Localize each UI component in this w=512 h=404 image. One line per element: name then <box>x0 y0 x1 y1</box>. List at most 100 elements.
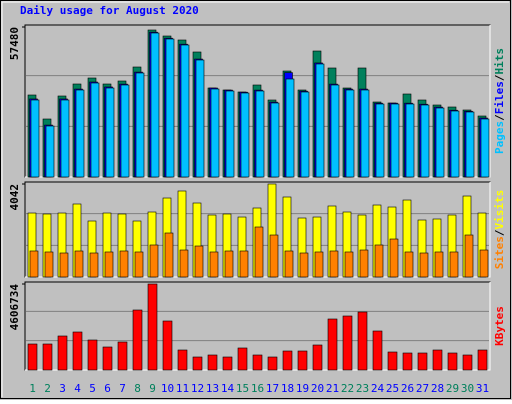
legend-entry: Visits <box>493 190 506 230</box>
bar <box>192 356 203 371</box>
x-tick-label: 8 <box>134 382 141 395</box>
bar <box>432 349 443 371</box>
legend: KBytes <box>493 306 506 346</box>
bar <box>179 249 189 278</box>
bar <box>254 226 264 278</box>
x-tick-label: 25 <box>386 382 399 395</box>
bar <box>330 84 340 178</box>
x-tick-label: 31 <box>476 382 489 395</box>
bar <box>450 110 460 178</box>
bar <box>119 250 129 278</box>
bar <box>135 72 145 178</box>
bar <box>74 250 84 278</box>
bar <box>90 82 100 178</box>
x-tick-label: 23 <box>356 382 369 395</box>
x-tick-label: 26 <box>401 382 414 395</box>
bar <box>120 84 130 178</box>
bar <box>420 104 430 178</box>
bar <box>312 344 323 371</box>
y-tick-label: 57480 <box>8 27 21 60</box>
x-tick-label: 5 <box>89 382 96 395</box>
legend: Pages/Files/Hits <box>493 48 506 154</box>
bar <box>147 283 158 371</box>
bar <box>195 59 205 178</box>
bar <box>267 356 278 371</box>
bar <box>342 315 353 371</box>
bar <box>29 250 39 278</box>
bar <box>402 352 413 371</box>
bar <box>270 102 280 178</box>
bar <box>329 250 339 278</box>
x-tick-label: 20 <box>311 382 324 395</box>
bar <box>299 252 309 278</box>
x-tick-label: 18 <box>281 382 294 395</box>
bar <box>27 343 38 371</box>
x-tick-label: 29 <box>446 382 459 395</box>
bar <box>344 251 354 278</box>
bar <box>222 356 233 371</box>
bar <box>284 250 294 278</box>
x-tick-label: 4 <box>74 382 81 395</box>
bar <box>375 103 385 178</box>
x-tick-label: 16 <box>251 382 264 395</box>
bar <box>239 250 249 278</box>
bar <box>314 251 324 278</box>
legend-separator: / <box>493 74 506 81</box>
bar <box>479 249 489 278</box>
legend-separator: / <box>493 229 506 236</box>
bar <box>285 78 295 178</box>
bar <box>225 90 235 178</box>
bar <box>89 252 99 278</box>
x-tick-label: 15 <box>236 382 249 395</box>
bar <box>462 354 473 371</box>
bar <box>435 107 445 178</box>
bar <box>224 250 234 278</box>
x-tick-label: 10 <box>161 382 174 395</box>
bar <box>209 251 219 278</box>
x-tick-label: 1 <box>29 382 36 395</box>
bar <box>252 354 263 371</box>
bar <box>477 349 488 371</box>
bar <box>327 318 338 371</box>
legend-separator: / <box>493 114 506 121</box>
bar <box>434 251 444 278</box>
bar <box>300 91 310 178</box>
bar <box>345 89 355 178</box>
bar <box>387 351 398 371</box>
x-tick-label: 9 <box>149 382 156 395</box>
bar <box>449 251 459 278</box>
legend-entry: Hits <box>493 48 506 75</box>
legend-entry: Sites <box>493 236 506 269</box>
bar <box>102 346 113 371</box>
bar <box>237 347 248 371</box>
bar <box>30 99 40 178</box>
bar <box>372 330 383 371</box>
bar <box>297 350 308 371</box>
bar <box>104 251 114 278</box>
x-tick-label: 24 <box>371 382 385 395</box>
x-tick-label: 19 <box>296 382 309 395</box>
bar <box>315 63 325 178</box>
bar <box>75 89 85 178</box>
bar <box>210 88 220 178</box>
bar <box>87 339 98 371</box>
x-tick-label: 12 <box>191 382 204 395</box>
bar <box>177 349 188 371</box>
y-tick-label: 4606734 <box>8 284 21 331</box>
bar <box>240 92 250 178</box>
bar <box>390 103 400 178</box>
x-tick-label: 2 <box>44 382 51 395</box>
x-tick-label: 7 <box>119 382 126 395</box>
bar <box>165 38 175 178</box>
legend-entry: Pages <box>493 121 506 154</box>
bar <box>60 99 70 178</box>
bar <box>207 354 218 371</box>
bar <box>105 87 115 178</box>
bar <box>389 238 399 278</box>
bar <box>404 251 414 278</box>
x-tick-label: 13 <box>206 382 219 395</box>
x-tick-label: 27 <box>416 382 429 395</box>
bar <box>357 311 368 371</box>
